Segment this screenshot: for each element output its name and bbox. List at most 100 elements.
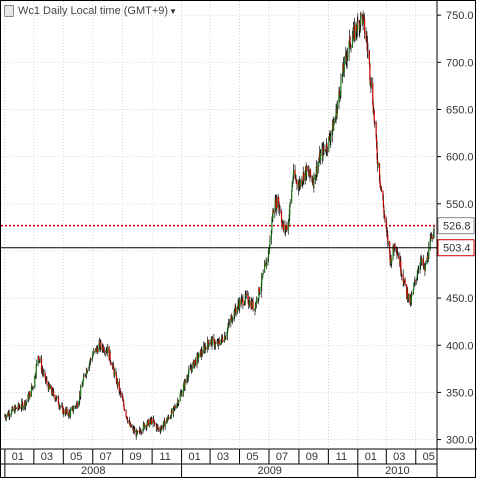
candle-body <box>86 370 89 373</box>
candle-body <box>228 323 230 325</box>
candle-body <box>352 35 354 39</box>
candle-body <box>123 405 125 410</box>
candle-body <box>190 367 192 370</box>
candle-body <box>320 153 322 161</box>
candle-body <box>291 184 293 191</box>
candle-body <box>260 286 262 293</box>
candle-body <box>89 359 91 363</box>
candle-body <box>220 340 222 345</box>
candle-body <box>44 372 46 375</box>
candle-body <box>152 418 155 422</box>
candle-body <box>58 404 60 407</box>
candle-body <box>410 295 413 303</box>
candle-body <box>61 405 63 407</box>
candle-body <box>201 353 203 355</box>
candle-body <box>140 432 143 433</box>
x-tick-label: 07 <box>276 451 288 463</box>
candle-body <box>227 326 229 329</box>
candle-body <box>186 378 188 382</box>
x-tick-label: 11 <box>159 451 170 463</box>
candle-body <box>208 344 210 347</box>
candle-body <box>276 197 278 209</box>
candle-body <box>96 347 98 352</box>
candle-body <box>51 386 53 393</box>
candle-body <box>92 354 94 356</box>
candle-body <box>167 416 170 418</box>
candle-body <box>56 396 58 398</box>
candle-body <box>235 306 237 311</box>
candle-body <box>252 301 254 310</box>
candle-body <box>196 354 198 365</box>
year-label: 2009 <box>257 465 281 477</box>
candle-body <box>431 236 433 239</box>
candle-body <box>306 166 308 171</box>
candle-body <box>157 428 160 430</box>
candle-body <box>48 383 50 387</box>
candle-body <box>247 295 249 304</box>
candle-body <box>267 250 270 258</box>
candle-body <box>330 136 332 142</box>
candle-body <box>417 270 419 275</box>
candle-body <box>122 400 124 402</box>
candle-body <box>184 380 187 382</box>
candle-body <box>213 337 215 340</box>
candle-body <box>159 428 161 431</box>
x-tick-label: 09 <box>306 451 318 463</box>
candle-body <box>238 299 241 309</box>
candle-body <box>347 53 349 57</box>
candle-body <box>287 222 289 230</box>
candle-body <box>102 346 104 352</box>
candle-body <box>198 352 200 358</box>
candle-body <box>171 410 173 414</box>
candle-body <box>65 409 67 415</box>
candle-body <box>335 116 337 123</box>
candle-body <box>146 420 148 425</box>
candle-body <box>76 402 78 408</box>
candle-body <box>59 406 61 408</box>
candle-body <box>412 288 414 294</box>
candle-body <box>194 362 196 368</box>
candle-body <box>197 357 200 360</box>
candle-body <box>271 220 273 231</box>
candle-body <box>348 40 350 54</box>
caret-down-icon[interactable]: ▼ <box>169 6 177 16</box>
candle-body <box>336 102 339 108</box>
candle-body <box>302 180 304 183</box>
candle-body <box>71 407 73 411</box>
y-tick-label: 650.0 <box>446 104 474 116</box>
candle-body <box>382 200 385 207</box>
candle-body <box>156 425 159 427</box>
candle-body <box>386 228 388 233</box>
candle-body <box>12 408 14 411</box>
candle-body <box>57 396 60 405</box>
candle-body <box>376 137 378 148</box>
candle-body <box>421 259 423 263</box>
candle-body <box>309 169 312 177</box>
candle-body <box>134 430 136 433</box>
candle-body <box>373 111 375 122</box>
candle-body <box>382 190 384 201</box>
candle-body <box>292 169 295 177</box>
candle-body <box>306 166 308 177</box>
year-label: 2010 <box>385 465 409 477</box>
candle-body <box>22 406 24 409</box>
candle-body <box>117 381 119 386</box>
candle-body <box>278 206 281 211</box>
candle-body <box>318 161 320 167</box>
candle-body <box>386 232 388 235</box>
candle-body <box>383 213 385 216</box>
candle-body <box>326 143 328 150</box>
candle-body <box>352 27 355 36</box>
candle-body <box>227 323 230 327</box>
candle-body <box>221 336 223 339</box>
candle-body <box>215 343 217 344</box>
candle-body <box>360 13 362 15</box>
y-tick-label: 350.0 <box>446 387 474 399</box>
candle-body <box>205 346 207 348</box>
candle-body <box>130 426 132 428</box>
candle-body <box>261 276 263 287</box>
candle-body <box>326 149 328 151</box>
candle-body <box>414 280 416 284</box>
candle-body <box>52 389 54 392</box>
